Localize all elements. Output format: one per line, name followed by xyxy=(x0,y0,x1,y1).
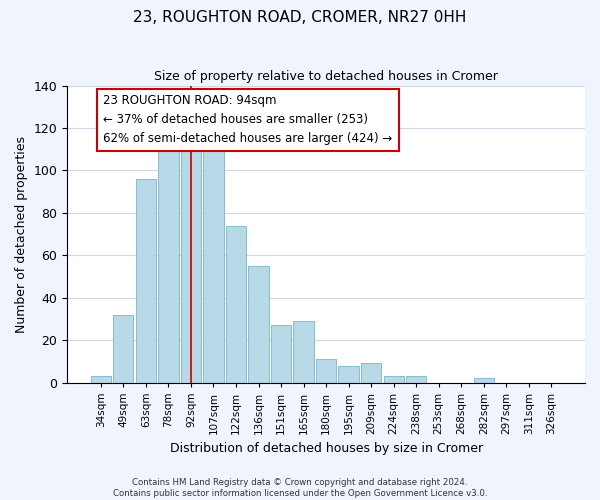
Bar xyxy=(383,376,404,382)
Bar xyxy=(226,226,246,382)
Bar xyxy=(271,325,291,382)
Bar xyxy=(338,366,359,382)
Bar xyxy=(316,359,336,382)
Bar xyxy=(248,266,269,382)
Bar xyxy=(473,378,494,382)
X-axis label: Distribution of detached houses by size in Cromer: Distribution of detached houses by size … xyxy=(170,442,482,455)
Bar xyxy=(203,152,224,382)
Bar xyxy=(91,376,111,382)
Bar xyxy=(136,179,156,382)
Title: Size of property relative to detached houses in Cromer: Size of property relative to detached ho… xyxy=(154,70,498,83)
Bar xyxy=(293,321,314,382)
Text: 23, ROUGHTON ROAD, CROMER, NR27 0HH: 23, ROUGHTON ROAD, CROMER, NR27 0HH xyxy=(133,10,467,25)
Bar xyxy=(158,143,179,382)
Y-axis label: Number of detached properties: Number of detached properties xyxy=(15,136,28,332)
Bar xyxy=(406,376,427,382)
Text: 23 ROUGHTON ROAD: 94sqm
← 37% of detached houses are smaller (253)
62% of semi-d: 23 ROUGHTON ROAD: 94sqm ← 37% of detache… xyxy=(103,94,392,146)
Bar xyxy=(181,143,201,382)
Bar xyxy=(361,364,381,382)
Text: Contains HM Land Registry data © Crown copyright and database right 2024.
Contai: Contains HM Land Registry data © Crown c… xyxy=(113,478,487,498)
Bar xyxy=(113,314,133,382)
